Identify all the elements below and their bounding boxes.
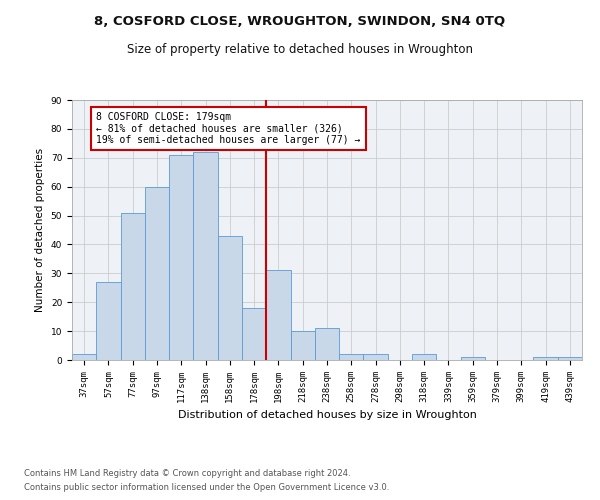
Bar <box>72 354 96 360</box>
Text: Size of property relative to detached houses in Wroughton: Size of property relative to detached ho… <box>127 42 473 56</box>
Text: 8, COSFORD CLOSE, WROUGHTON, SWINDON, SN4 0TQ: 8, COSFORD CLOSE, WROUGHTON, SWINDON, SN… <box>94 15 506 28</box>
Bar <box>145 186 169 360</box>
Bar <box>290 331 315 360</box>
Text: Contains HM Land Registry data © Crown copyright and database right 2024.: Contains HM Land Registry data © Crown c… <box>24 468 350 477</box>
Bar <box>193 152 218 360</box>
Bar <box>364 354 388 360</box>
Bar <box>169 155 193 360</box>
Y-axis label: Number of detached properties: Number of detached properties <box>35 148 45 312</box>
Bar <box>339 354 364 360</box>
Bar <box>558 357 582 360</box>
Bar <box>461 357 485 360</box>
Bar <box>315 328 339 360</box>
Bar <box>96 282 121 360</box>
Bar <box>218 236 242 360</box>
Text: 8 COSFORD CLOSE: 179sqm
← 81% of detached houses are smaller (326)
19% of semi-d: 8 COSFORD CLOSE: 179sqm ← 81% of detache… <box>96 112 361 145</box>
Bar <box>412 354 436 360</box>
Bar <box>266 270 290 360</box>
Bar <box>121 212 145 360</box>
Text: Contains public sector information licensed under the Open Government Licence v3: Contains public sector information licen… <box>24 484 389 492</box>
Bar <box>242 308 266 360</box>
X-axis label: Distribution of detached houses by size in Wroughton: Distribution of detached houses by size … <box>178 410 476 420</box>
Bar <box>533 357 558 360</box>
